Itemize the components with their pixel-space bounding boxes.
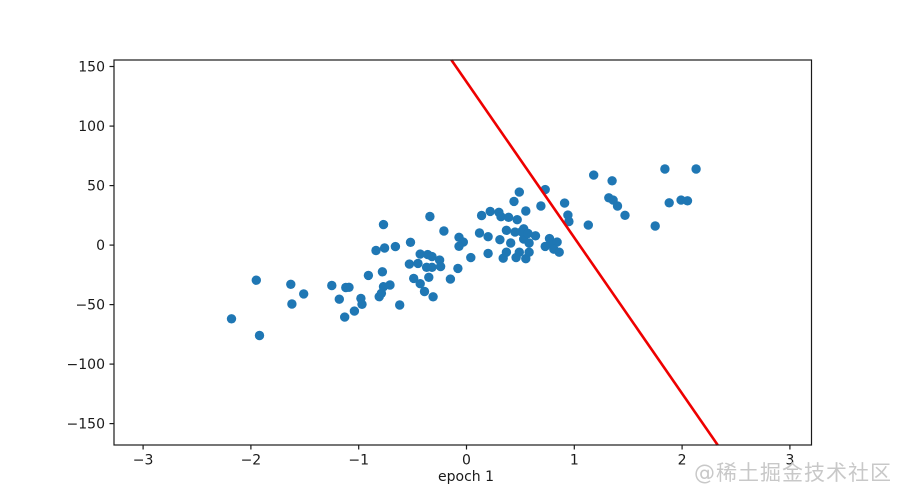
data-point [286, 279, 296, 289]
data-point [521, 206, 531, 216]
data-point [554, 247, 564, 257]
data-point [404, 259, 415, 269]
y-tick-label: −100 [67, 357, 105, 373]
data-point [483, 232, 493, 242]
data-point [409, 273, 419, 284]
data-point [682, 196, 693, 206]
data-point [419, 286, 430, 297]
data-point [523, 228, 533, 239]
data-point [612, 201, 623, 211]
data-point [363, 270, 374, 281]
data-point [390, 241, 401, 252]
watermark: @稀土掘金技术社区 [694, 461, 892, 485]
x-tick-label: 0 [462, 453, 471, 469]
data-point [506, 238, 516, 248]
data-point [466, 252, 476, 263]
data-point [376, 288, 387, 298]
x-tick-label: 3 [785, 453, 794, 469]
data-point [530, 231, 541, 241]
data-point [501, 247, 512, 257]
data-point [378, 219, 389, 230]
y-tick-label: 150 [78, 60, 105, 76]
data-point [476, 210, 487, 221]
data-point [496, 212, 506, 222]
data-point [439, 226, 449, 236]
data-point [385, 280, 395, 290]
plot-border [113, 59, 813, 446]
data-point [474, 228, 485, 238]
data-point [552, 237, 562, 247]
data-point [691, 164, 701, 174]
data-point [371, 245, 381, 256]
data-point [660, 164, 670, 174]
data-point [589, 170, 599, 180]
data-point [334, 294, 344, 304]
y-tick-label: 50 [87, 179, 105, 195]
data-point [607, 176, 617, 186]
data-point [559, 198, 570, 208]
data-point [425, 211, 435, 222]
data-point [514, 187, 524, 197]
data-point [341, 282, 351, 293]
data-point [485, 206, 495, 217]
data-point [620, 210, 630, 220]
data-point [514, 247, 524, 257]
data-point [650, 221, 660, 231]
data-point [454, 241, 464, 251]
x-tick-label: 1 [570, 453, 579, 469]
data-point [395, 300, 405, 310]
data-point [379, 243, 390, 253]
data-point [524, 247, 534, 257]
y-tick-label: 0 [96, 238, 105, 254]
y-tick-label: 100 [78, 119, 105, 135]
data-point [254, 330, 265, 341]
data-point [349, 306, 360, 316]
data-point [524, 238, 534, 248]
data-point [453, 263, 463, 274]
x-tick-label: −3 [133, 453, 154, 469]
data-point [377, 267, 388, 277]
data-point [415, 279, 425, 289]
data-point [427, 262, 437, 272]
data-point [503, 212, 514, 222]
x-tick-label: −2 [241, 453, 262, 469]
data-point [501, 225, 512, 235]
data-point [509, 196, 519, 207]
data-point [445, 274, 456, 284]
data-point [428, 292, 438, 302]
data-point [424, 272, 434, 282]
data-point [287, 299, 297, 309]
data-point [340, 312, 350, 322]
data-point [357, 299, 367, 309]
data-point [251, 275, 261, 285]
data-point [415, 249, 425, 259]
data-point [405, 237, 416, 247]
data-point [512, 215, 522, 225]
data-point [299, 289, 309, 299]
data-point [583, 220, 593, 230]
data-point [483, 248, 493, 259]
data-point [495, 235, 505, 245]
y-tick-label: −150 [67, 417, 105, 433]
x-tick-label: 2 [678, 453, 687, 469]
x-axis-label: epoch 1 [438, 469, 494, 485]
data-point [327, 280, 337, 291]
data-point [226, 314, 237, 324]
data-point [536, 201, 546, 211]
data-point [564, 216, 574, 227]
fit-line [450, 59, 719, 446]
y-tick-label: −50 [75, 298, 105, 314]
x-tick-label: −1 [348, 453, 369, 469]
data-point [664, 198, 674, 208]
data-point [435, 261, 446, 272]
data-point [427, 251, 437, 262]
data-point [413, 258, 423, 269]
